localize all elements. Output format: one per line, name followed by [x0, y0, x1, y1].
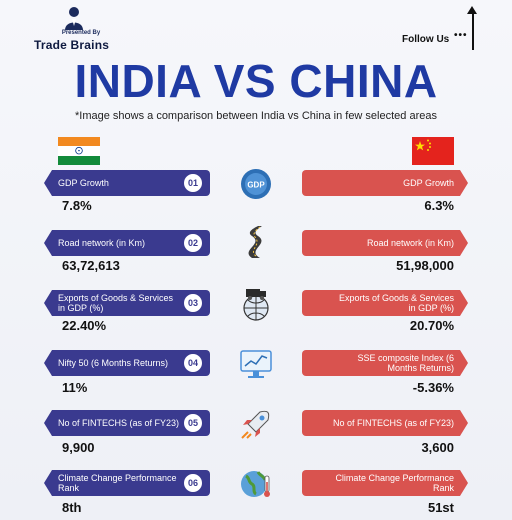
globe-truck-icon — [243, 289, 269, 321]
follow-us-link[interactable]: Follow Us — [402, 34, 450, 45]
arrow-up-icon — [467, 6, 477, 14]
china-label-pill: Road network (in Km) — [302, 230, 468, 256]
page-title: INDIA VS CHINA — [74, 55, 438, 107]
china-label-pill: GDP Growth — [302, 170, 468, 196]
china-value: 20.70% — [409, 318, 454, 333]
comparison-row-gdp: GDP Growth 01 GDP 01 GDP Growth 7.8% 6.3… — [0, 169, 512, 230]
row-number-left: 04 — [182, 352, 204, 374]
row-number-left: 01 — [182, 172, 204, 194]
china-label-pill: Climate Change Performance Rank — [302, 470, 468, 496]
presented-by-label: Presented By — [61, 30, 101, 36]
comparison-row-climate: Climate Change Performance Rank 06 06 Cl… — [0, 470, 512, 520]
china-value: 3,600 — [421, 440, 454, 455]
china-value: 51st — [427, 500, 454, 515]
china-value: -5.36% — [412, 380, 454, 395]
row-number-left: 02 — [182, 232, 204, 254]
brand-name: Trade Brains — [34, 38, 110, 52]
india-value: 22.40% — [62, 318, 107, 333]
climate-globe-icon — [241, 471, 270, 497]
china-value: 51,98,000 — [396, 258, 454, 273]
brand-logo-icon — [65, 7, 83, 30]
india-flag-icon — [58, 137, 100, 165]
comparison-row-index-returns: Nifty 50 (6 Months Returns) 04 04 SSE co… — [0, 350, 512, 410]
page-subtitle: *Image shows a comparison between India … — [75, 110, 437, 122]
india-value: 11% — [62, 380, 88, 395]
road-icon — [248, 226, 262, 258]
follow-arrow-line — [472, 12, 474, 50]
row-number-left: 03 — [182, 292, 204, 314]
india-value: 7.8% — [62, 198, 92, 213]
comparison-row-exports: Exports of Goods & Services in GDP (%) 0… — [0, 289, 512, 350]
comparison-row-fintechs: No of FINTECHS (as of FY23) 05 05 No of … — [0, 410, 512, 470]
india-value: 63,72,613 — [62, 258, 120, 273]
india-value: 9,900 — [62, 440, 95, 455]
china-flag-icon — [412, 137, 454, 165]
china-label-pill: SSE composite Index (6 Months Returns) — [302, 350, 468, 376]
svg-text:GDP: GDP — [247, 181, 265, 190]
china-value: 6.3% — [424, 198, 454, 213]
china-label-pill: No of FINTECHS (as of FY23) — [302, 410, 468, 436]
china-label-pill: Exports of Goods & Services in GDP (%) — [302, 290, 468, 316]
comparison-row-road: Road network (in Km) 02 02 Road network … — [0, 226, 512, 290]
rocket-icon — [241, 410, 270, 439]
stock-chart-icon — [240, 350, 272, 378]
more-dots-icon: ••• — [454, 30, 468, 41]
row-number-left: 06 — [182, 472, 204, 494]
india-value: 8th — [62, 500, 82, 515]
gdp-coin-icon: GDP — [241, 169, 271, 199]
row-number-left: 05 — [182, 412, 204, 434]
